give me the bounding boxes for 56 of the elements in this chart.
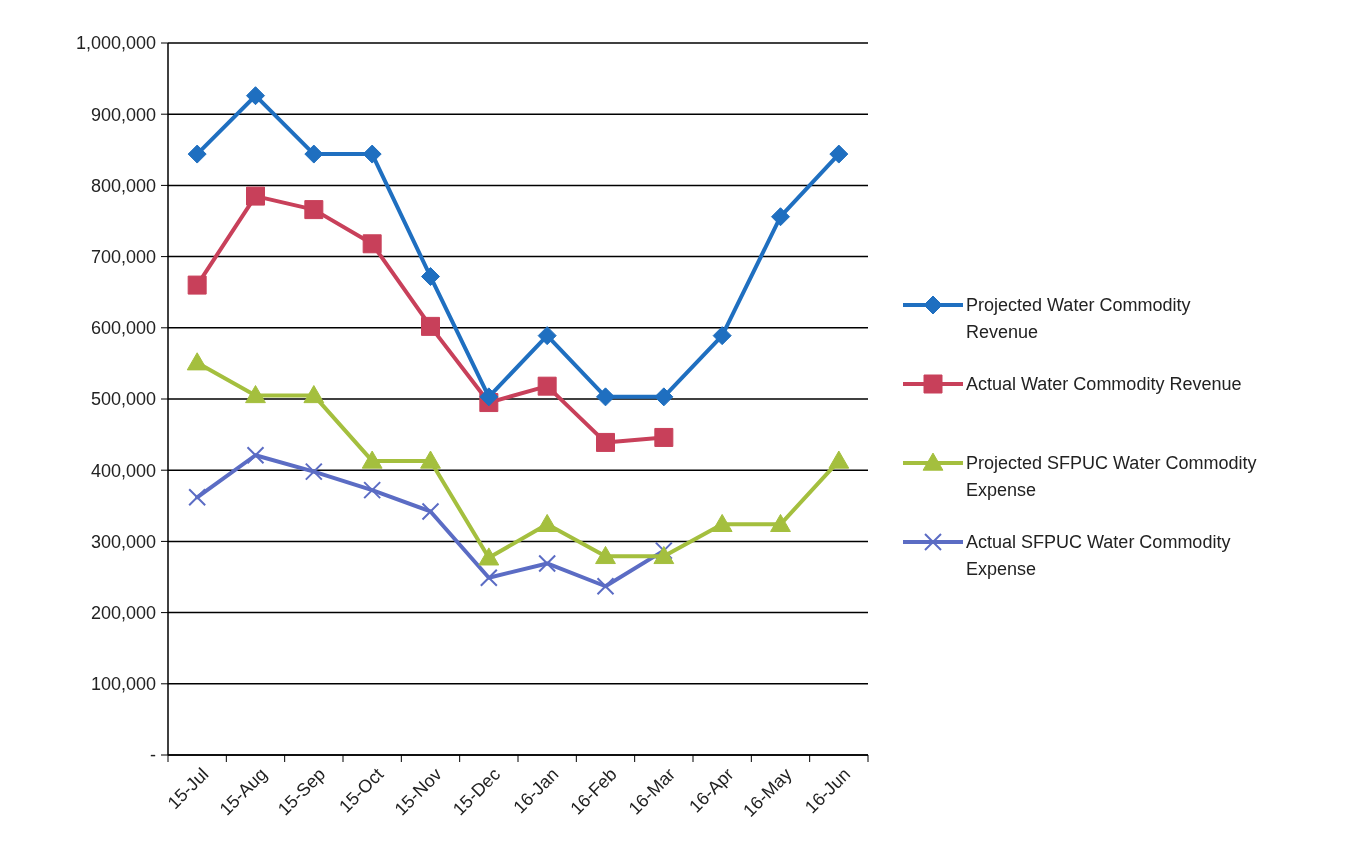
point — [654, 427, 674, 447]
point — [361, 450, 383, 469]
point — [304, 200, 324, 220]
point — [538, 554, 557, 573]
point — [653, 545, 675, 565]
point — [596, 387, 615, 407]
point — [596, 577, 615, 596]
legend-label: Actual Water Commodity Revenue — [966, 374, 1242, 395]
point — [595, 545, 616, 565]
legend-label: Projected SFPUC Water Commodity Expense — [966, 453, 1257, 501]
point — [362, 234, 382, 254]
y-tick-label: 500,000 — [90, 389, 156, 410]
legend-label: Projected Water Commodity Revenue — [966, 295, 1191, 343]
point — [478, 547, 500, 566]
y-tick-label: 800,000 — [90, 175, 156, 196]
point — [246, 446, 265, 465]
point — [187, 275, 207, 295]
point — [711, 513, 733, 533]
point — [828, 450, 850, 469]
point — [187, 144, 207, 164]
y-tick-label: 900,000 — [90, 104, 156, 125]
legend-label: Actual SFPUC Water Commodity Expense — [966, 532, 1231, 580]
point — [304, 462, 323, 481]
point — [421, 502, 440, 521]
point — [363, 481, 382, 500]
y-tick-label: 300,000 — [90, 531, 156, 552]
point — [770, 513, 791, 533]
y-tick-label: 1,000,000 — [75, 33, 156, 54]
point — [362, 144, 382, 164]
point — [479, 387, 499, 407]
point — [420, 450, 441, 469]
point — [536, 513, 558, 533]
y-tick-label: 100,000 — [90, 674, 156, 695]
point — [654, 541, 673, 560]
y-tick-label: 700,000 — [90, 246, 156, 267]
point — [596, 432, 615, 452]
point — [479, 568, 498, 587]
point — [537, 376, 557, 396]
point — [654, 387, 674, 407]
point — [188, 488, 207, 507]
point — [304, 144, 324, 164]
y-tick-label: 600,000 — [90, 318, 156, 339]
point — [537, 326, 557, 346]
y-tick-label: - — [150, 745, 156, 766]
point — [421, 267, 440, 287]
point — [245, 385, 266, 404]
point — [246, 86, 265, 106]
point — [186, 352, 208, 371]
point — [829, 144, 849, 164]
y-tick-label: 400,000 — [90, 460, 156, 481]
point — [421, 316, 440, 336]
y-tick-label: 200,000 — [90, 602, 156, 623]
point — [303, 385, 325, 404]
point — [712, 326, 732, 346]
point — [246, 186, 265, 206]
point — [771, 207, 790, 227]
